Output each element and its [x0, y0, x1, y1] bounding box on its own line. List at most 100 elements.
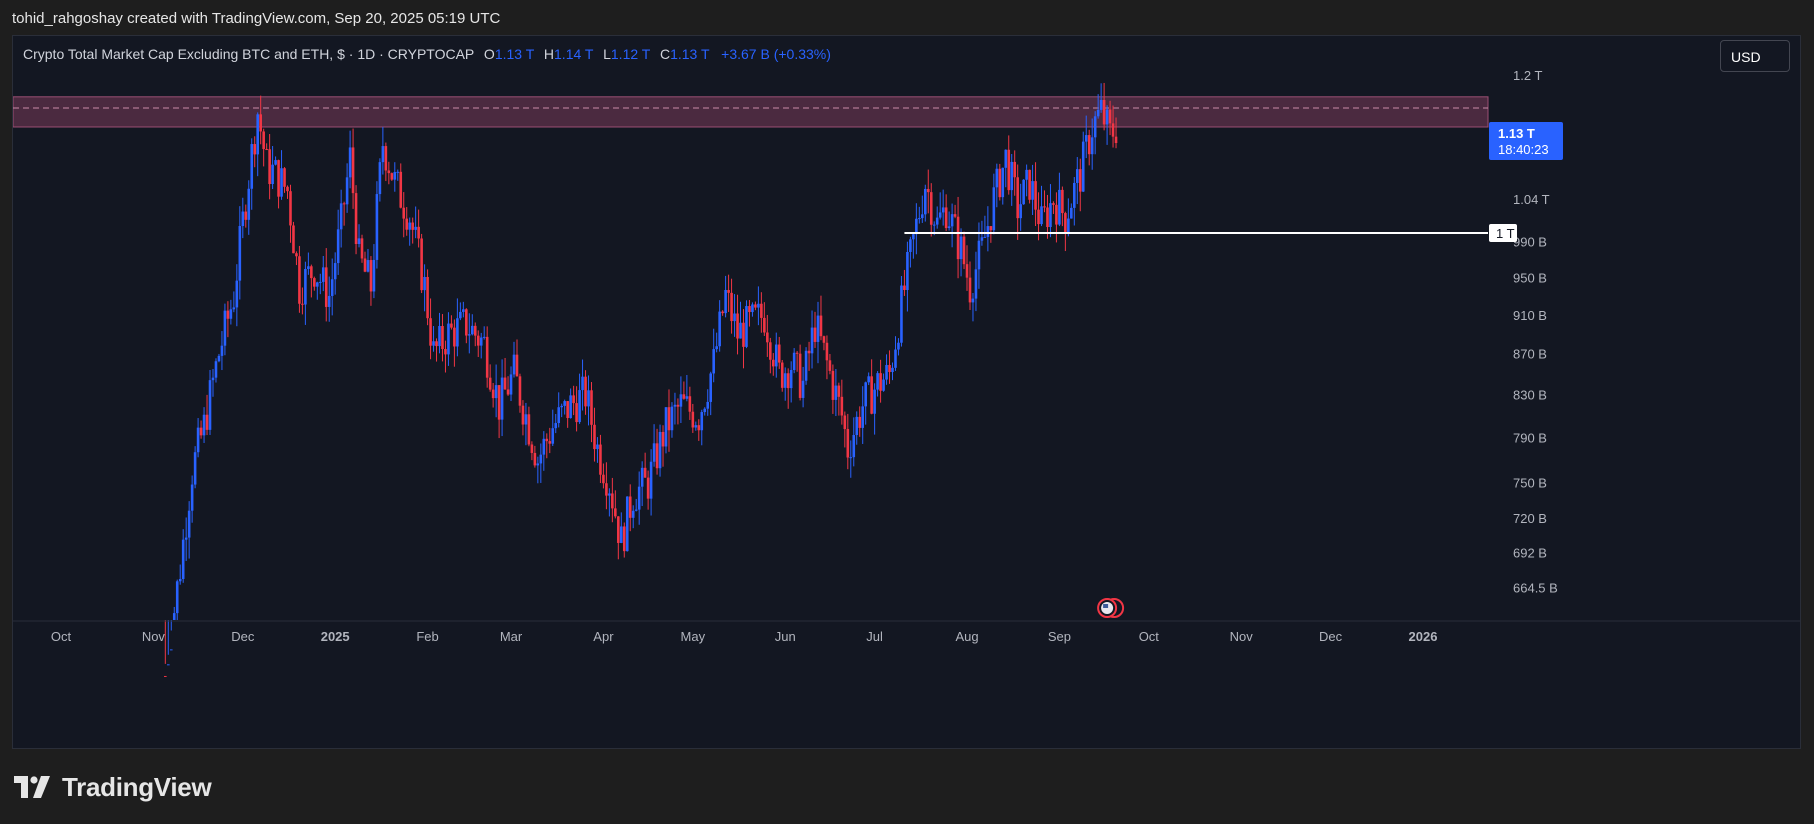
candle-body	[491, 389, 495, 399]
support-label-bg	[1489, 223, 1517, 242]
candle-body	[399, 171, 403, 208]
candle-body	[766, 332, 769, 343]
candle-body	[742, 322, 745, 347]
candle-body	[447, 323, 450, 355]
candle-body	[479, 337, 483, 346]
candle-body	[482, 336, 486, 338]
candle-body	[903, 285, 906, 290]
candle-body	[706, 401, 710, 409]
candle-body	[444, 349, 447, 355]
candle-body	[423, 276, 426, 291]
candle-body	[244, 211, 248, 220]
candle-body	[205, 414, 209, 430]
candle-body	[1090, 137, 1094, 155]
candle-body	[795, 352, 799, 354]
candle-body	[670, 406, 674, 431]
candle-body	[888, 364, 891, 373]
candle-body	[494, 385, 498, 399]
candle-body	[935, 217, 939, 225]
candle-body	[560, 405, 563, 408]
tradingview-brand[interactable]: TradingView	[14, 770, 212, 804]
y-tick-label: 870 B	[1513, 347, 1547, 362]
candle-body	[792, 352, 796, 371]
candle-body	[614, 508, 617, 517]
candle-body	[441, 326, 444, 350]
candle-body	[584, 376, 587, 407]
candle-body	[515, 354, 519, 377]
candle-body	[682, 394, 686, 399]
candle-body	[593, 424, 596, 450]
candle-body	[923, 188, 927, 215]
y-tick-label: 1.2 T	[1513, 68, 1542, 83]
y-tick-label: 990 B	[1513, 235, 1547, 250]
candle-body	[617, 516, 620, 543]
candle-body	[381, 146, 385, 163]
candle-body	[172, 613, 176, 620]
candle-body	[223, 310, 227, 346]
candle-body	[339, 203, 343, 230]
candle-body	[208, 380, 212, 430]
candle-body	[819, 315, 823, 337]
candle-body	[539, 454, 543, 464]
candle-body	[622, 526, 626, 552]
candle-body	[575, 403, 578, 423]
candle-body	[369, 260, 373, 292]
y-tick-label: 830 B	[1513, 388, 1547, 403]
candle-body	[372, 259, 376, 292]
candle-body	[932, 224, 936, 226]
candle-body	[330, 279, 334, 296]
candle-body	[366, 260, 370, 272]
candle-body	[518, 376, 522, 406]
candle-body	[1052, 203, 1055, 205]
candle-body	[1058, 189, 1061, 225]
chart-panel[interactable]: 1.2 T 1.04 T 990 B 950 B 910 B 870 B 830 B 790 …	[12, 35, 1801, 749]
candle-body	[596, 444, 599, 450]
candle-body	[941, 207, 945, 213]
candle-body	[324, 267, 328, 307]
candle-body	[834, 385, 838, 400]
candle-body	[551, 428, 555, 444]
candle-body	[521, 405, 525, 425]
candle-body	[760, 303, 763, 318]
candle-body	[1114, 136, 1118, 144]
candle-body	[828, 360, 832, 371]
candle-body	[631, 510, 635, 518]
candle-body	[825, 342, 829, 361]
candle-body	[354, 193, 358, 245]
candle-body	[533, 452, 537, 466]
candle-body	[986, 226, 990, 237]
candle-body	[786, 373, 790, 389]
candle-body	[548, 441, 552, 444]
candle-body	[688, 396, 692, 412]
x-tick-label: Dec	[231, 629, 255, 644]
candle-body	[175, 581, 179, 614]
low-value: 1.12 T	[610, 46, 651, 62]
candle-body	[673, 404, 677, 407]
candle-body	[509, 374, 513, 395]
candle-body	[241, 211, 245, 227]
candle-body	[718, 311, 721, 347]
high-label: H	[543, 46, 555, 62]
candle-body	[921, 214, 924, 219]
currency-button[interactable]: USD	[1720, 40, 1790, 72]
candle-body	[453, 327, 456, 347]
y-tick-label: 692 B	[1513, 545, 1547, 560]
candle-body	[181, 539, 185, 579]
candle-body	[730, 292, 733, 322]
support-price-label: 1 T	[1489, 223, 1517, 242]
candle-body	[712, 349, 715, 374]
candle-body	[956, 216, 960, 260]
candle-body	[745, 306, 748, 347]
resistance-zone	[13, 96, 1489, 128]
candle-body	[608, 493, 611, 496]
x-tick-label: Dec	[1319, 629, 1343, 644]
candle-body	[220, 345, 224, 356]
symbol-name[interactable]: Crypto Total Market Cap Excluding BTC an…	[23, 46, 475, 62]
candle-body	[1087, 135, 1091, 155]
candle-body	[378, 162, 382, 195]
economic-events-icon[interactable]	[1097, 598, 1125, 618]
candle-body	[342, 203, 346, 205]
candle-body	[563, 401, 566, 406]
high-value: 1.14 T	[554, 46, 594, 62]
price-chart[interactable]: 1.2 T 1.04 T 990 B 950 B 910 B 870 B 830 B 790 …	[13, 36, 1800, 748]
